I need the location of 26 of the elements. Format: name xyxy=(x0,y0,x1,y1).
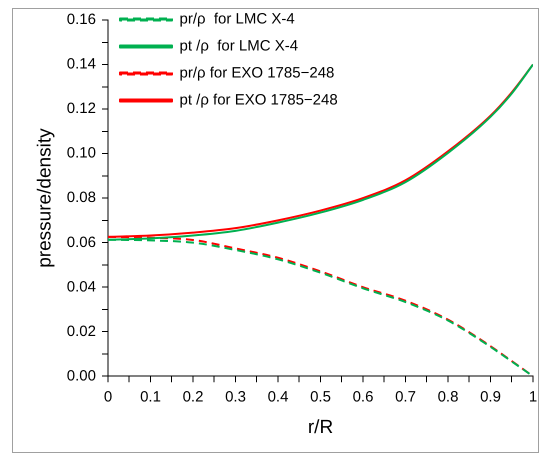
x-tick-label: 0.5 xyxy=(310,388,331,406)
legend-label: pt /ρ for EXO 1785−248 xyxy=(179,92,338,109)
x-tick-label: 0.6 xyxy=(352,388,374,406)
x-tick-label: 0.2 xyxy=(182,388,204,406)
legend-label: pt /ρ for LMC X-4 xyxy=(179,38,298,55)
x-tick-label: 0.9 xyxy=(480,388,501,406)
y-tick-label: 0.16 xyxy=(66,11,96,28)
y-axis-title: pressure/density xyxy=(34,128,56,268)
y-tick-label: 0.06 xyxy=(66,234,96,251)
x-axis-title: r/R xyxy=(308,416,334,438)
y-tick-label: 0.04 xyxy=(66,278,96,296)
x-tick-label: 0.1 xyxy=(140,388,161,406)
x-tick-label: 1 xyxy=(528,388,538,406)
y-tick-label: 0.02 xyxy=(66,322,96,340)
x-tick-label: 0.4 xyxy=(268,388,288,406)
x-tick-label: 0.3 xyxy=(225,388,246,406)
y-tick-label: 0.12 xyxy=(66,100,96,118)
x-tick-label: 0.7 xyxy=(395,388,416,406)
y-tick-label: 0.14 xyxy=(66,56,96,73)
legend-label: pr/ρ for LMC X-4 xyxy=(179,10,295,28)
y-tick-label: 0.10 xyxy=(66,144,96,162)
y-tick-label: 0.08 xyxy=(66,189,96,206)
x-tick-label: 0 xyxy=(104,388,112,406)
legend-label: pr/ρ for EXO 1785−248 xyxy=(179,64,334,82)
y-tick-label: 0.00 xyxy=(66,367,96,384)
x-tick-label: 0.8 xyxy=(438,388,458,406)
